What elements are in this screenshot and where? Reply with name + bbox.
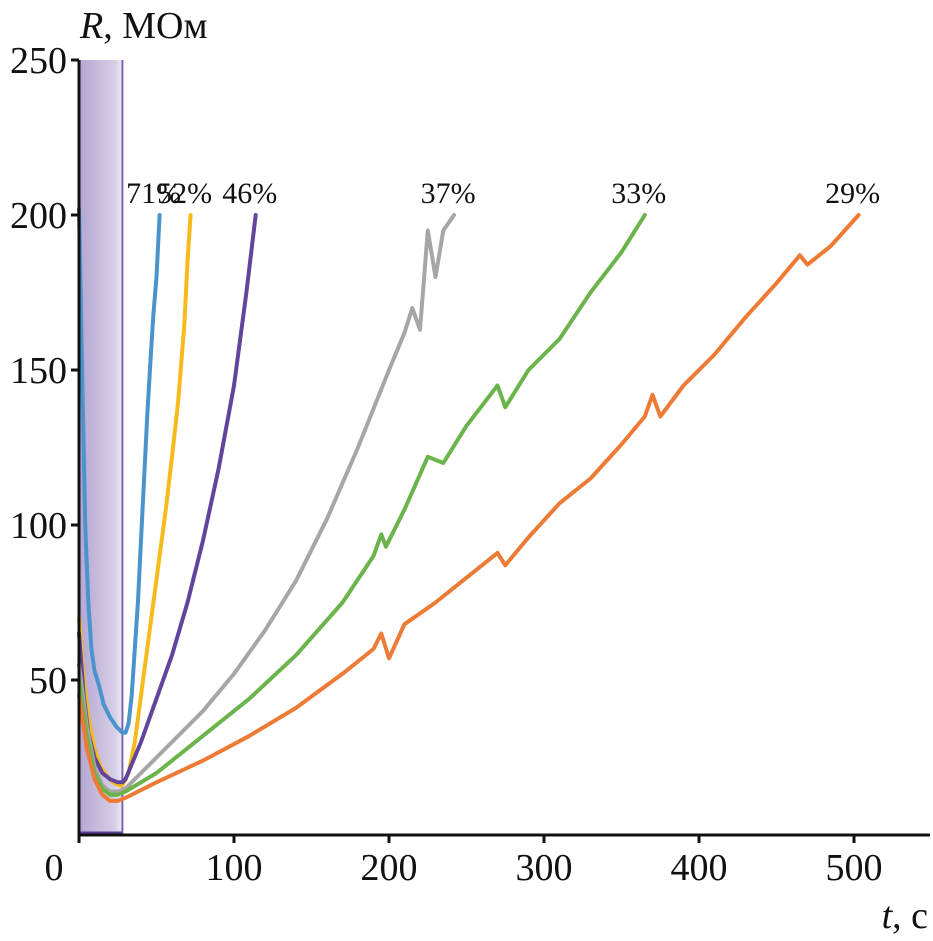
x-axis-symbol: t xyxy=(882,895,894,937)
series-line-71pct xyxy=(77,206,162,735)
x-tick-label: 300 xyxy=(516,847,573,889)
series-label-33pct: 33% xyxy=(611,177,666,210)
series-labels-layer: 71%52% 46% 37% 33% 29% xyxy=(126,177,880,210)
series-layer xyxy=(77,206,861,803)
x-axis-unit: , с xyxy=(892,895,928,937)
y-axis-symbol: R xyxy=(79,5,103,47)
x-tick-label: 200 xyxy=(361,847,418,889)
series-label-46pct: 46% xyxy=(222,177,277,210)
x-axis-title: t, с xyxy=(882,895,928,937)
series-line-52pct xyxy=(77,213,193,788)
series-label-29pct: 29% xyxy=(825,177,880,210)
y-tick-label: 50 xyxy=(29,660,67,702)
series-line-29pct xyxy=(77,213,861,803)
y-tick-label: 100 xyxy=(10,505,67,547)
ticks-layer: 50 100 150 200 250 0 100 200 300 400 500 xyxy=(10,40,883,889)
series-label-52pct: 52% xyxy=(157,177,212,210)
y-tick-label: 250 xyxy=(10,40,67,82)
series-line-37pct xyxy=(77,213,457,794)
y-axis-title: R, МОм xyxy=(79,5,208,47)
axes-layer xyxy=(77,60,930,837)
x-tick-label: 500 xyxy=(826,847,883,889)
series-line-33pct xyxy=(77,213,647,797)
x-tick-label: 100 xyxy=(206,847,263,889)
y-axis-unit: , МОм xyxy=(103,5,207,47)
x-tick-label: 400 xyxy=(671,847,728,889)
x-tick-label: 0 xyxy=(45,847,64,889)
series-label-71pct: 71% xyxy=(126,177,181,210)
y-tick-label: 200 xyxy=(10,195,67,237)
series-label-37pct: 37% xyxy=(421,177,476,210)
y-tick-label: 150 xyxy=(10,350,67,392)
